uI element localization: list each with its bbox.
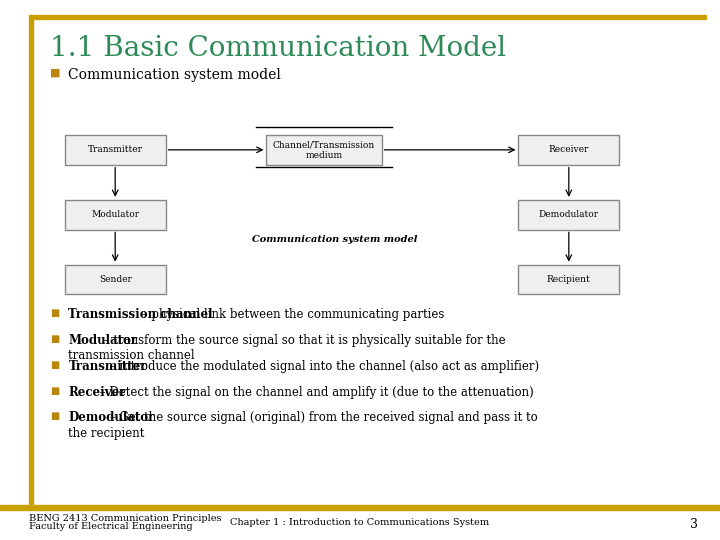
Text: Demodulator: Demodulator (68, 411, 155, 424)
Bar (65, 265, 166, 294)
Bar (65, 200, 166, 230)
Bar (29, 19, 33, 508)
Text: 1.1 Basic Communication Model: 1.1 Basic Communication Model (50, 35, 507, 62)
Bar (518, 135, 619, 165)
Text: BENG 2413 Communication Principles: BENG 2413 Communication Principles (29, 514, 221, 523)
Text: Modulator: Modulator (91, 210, 139, 219)
Text: – transform the source signal so that it is physically suitable for the: – transform the source signal so that it… (99, 334, 505, 347)
Text: 3: 3 (690, 518, 698, 531)
Text: – Detect the signal on the channel and amplify it (due to the attenuation): – Detect the signal on the channel and a… (96, 386, 534, 399)
Text: – introduce the modulated signal into the channel (also act as amplifier): – introduce the modulated signal into th… (107, 360, 539, 373)
Bar (518, 200, 619, 230)
Bar (65, 135, 166, 165)
Text: – Get the source signal (original) from the received signal and pass it to: – Get the source signal (original) from … (107, 411, 538, 424)
Text: ■: ■ (50, 411, 60, 422)
Text: Channel/Transmission
medium: Channel/Transmission medium (273, 140, 375, 159)
Bar (518, 265, 619, 294)
Text: Modulator: Modulator (68, 334, 138, 347)
Text: Demodulator: Demodulator (539, 210, 599, 219)
Text: ■: ■ (50, 68, 61, 78)
Text: Transmitter: Transmitter (88, 145, 143, 154)
Text: ■: ■ (50, 360, 60, 370)
Text: ■: ■ (50, 308, 60, 318)
Text: transmission channel: transmission channel (68, 349, 195, 362)
Bar (266, 135, 382, 165)
Text: ■: ■ (50, 334, 60, 344)
Text: Transmission channel: Transmission channel (68, 308, 213, 321)
Text: Receiver: Receiver (68, 386, 126, 399)
Text: Receiver: Receiver (549, 145, 589, 154)
Text: Transmitter: Transmitter (68, 360, 147, 373)
Text: – physical link between the communicating parties: – physical link between the communicatin… (138, 308, 444, 321)
Text: the recipient: the recipient (68, 427, 145, 440)
Bar (29, 15, 706, 19)
Text: Faculty of Electrical Engineering: Faculty of Electrical Engineering (29, 522, 192, 531)
Bar (0, 505, 720, 510)
Text: Communication system model: Communication system model (68, 68, 282, 82)
Text: Chapter 1 : Introduction to Communications System: Chapter 1 : Introduction to Communicatio… (230, 518, 490, 528)
Text: Communication system model: Communication system model (252, 235, 418, 244)
Text: Sender: Sender (99, 275, 132, 284)
Text: Recipient: Recipient (547, 275, 590, 284)
Text: ■: ■ (50, 386, 60, 396)
